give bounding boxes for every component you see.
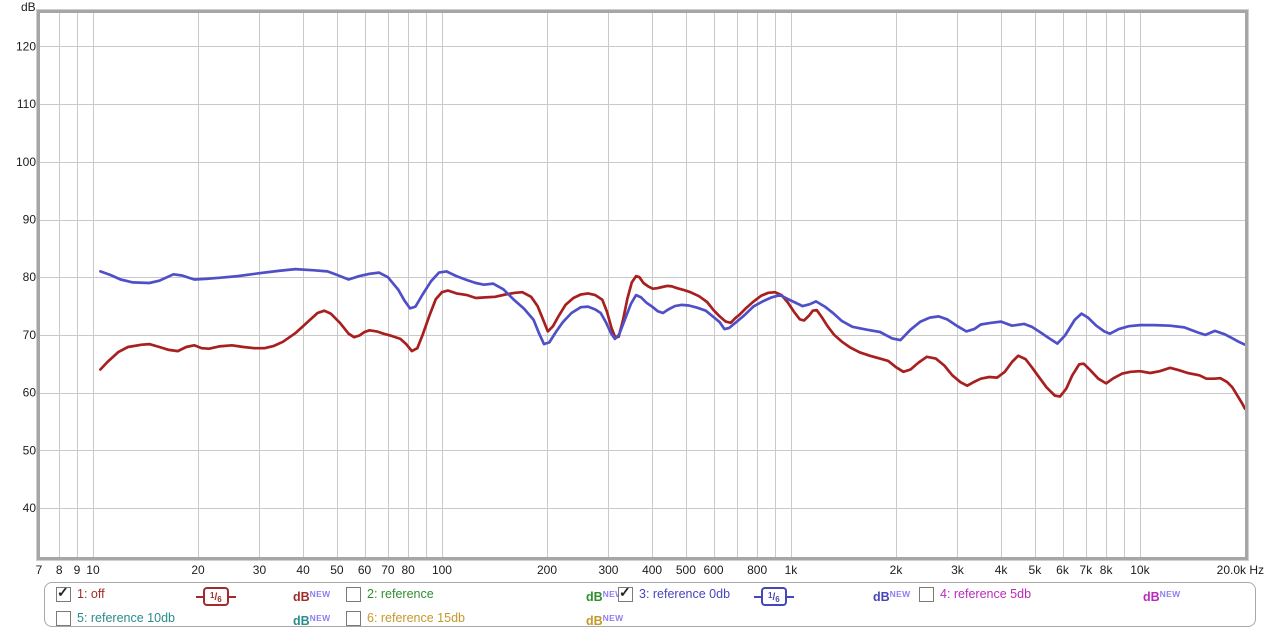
x-tick-label: 300 <box>598 563 618 577</box>
x-tick-label: 70 <box>381 563 395 577</box>
db-new-indicator-3: dBNEW <box>873 587 910 605</box>
smoothing-denominator: 6 <box>775 595 780 604</box>
legend-label-3[interactable]: 3: reference 0db <box>639 587 731 602</box>
x-tick-label: 5k <box>1029 563 1043 577</box>
x-tick-label: 7k <box>1080 563 1094 577</box>
legend-checkbox-4[interactable]: ✓ <box>919 587 934 603</box>
db-unit-label: dB <box>586 614 603 628</box>
legend-entry-5: ✓ 5: reference 10db <box>56 611 175 627</box>
db-unit-label: dB <box>586 590 603 604</box>
x-tick-label: 20.0k Hz <box>1217 563 1264 577</box>
new-flag: NEW <box>1159 589 1181 599</box>
legend-checkbox-6[interactable]: ✓ <box>346 611 361 627</box>
y-tick-label: 110 <box>17 97 36 111</box>
x-tick-label: 500 <box>676 563 696 577</box>
y-tick-label: 120 <box>16 39 36 53</box>
legend-label-6[interactable]: 6: reference 15db <box>367 611 465 626</box>
x-tick-label: 40 <box>296 563 310 577</box>
smoothing-numerator: 1 <box>768 591 773 600</box>
legend-label-2[interactable]: 2: reference <box>367 587 434 602</box>
curve-1-off <box>99 274 1247 411</box>
db-new-indicator-6: dBNEW <box>586 611 623 629</box>
legend-checkbox-1[interactable]: ✓ <box>56 584 71 603</box>
x-tick-label: 8 <box>56 563 63 577</box>
new-flag: NEW <box>309 589 331 599</box>
x-tick-label: 2k <box>890 563 904 577</box>
plot-border <box>37 10 1248 560</box>
x-tick-label: 60 <box>358 563 372 577</box>
new-flag: NEW <box>309 613 331 623</box>
x-tick-label: 10 <box>86 563 100 577</box>
y-tick-label: 90 <box>23 213 37 227</box>
db-unit-label: dB <box>1143 590 1160 604</box>
checkmark-icon: ✓ <box>619 584 631 601</box>
x-tick-label: 1k <box>785 563 799 577</box>
x-tick-label: 600 <box>704 563 724 577</box>
x-tick-label: 4k <box>995 563 1009 577</box>
x-tick-label: 8k <box>1100 563 1114 577</box>
db-unit-label: dB <box>873 590 890 604</box>
checkmark-icon: ✓ <box>57 584 69 601</box>
x-tick-label: 800 <box>747 563 767 577</box>
y-tick-label: 100 <box>16 155 36 169</box>
x-tick-label: 100 <box>432 563 452 577</box>
x-tick-label: 400 <box>642 563 662 577</box>
legend-entry-6: ✓ 6: reference 15db <box>346 611 465 627</box>
y-axis-title: dB <box>21 0 36 14</box>
db-new-indicator-4: dBNEW <box>1143 587 1180 605</box>
new-flag: NEW <box>602 613 624 623</box>
smoothing-badge-1: 1/6 <box>196 587 236 606</box>
legend-checkbox-3[interactable]: ✓ <box>618 584 633 603</box>
legend-checkbox-5[interactable]: ✓ <box>56 611 71 627</box>
y-axis-labels: 120 110 100 90 80 70 60 50 40 <box>16 39 36 515</box>
x-tick-label: 50 <box>330 563 344 577</box>
gridlines <box>40 13 1245 557</box>
curve-3-reference-0db <box>99 267 1247 347</box>
legend-label-1[interactable]: 1: off <box>77 587 105 602</box>
x-tick-label: 30 <box>253 563 267 577</box>
x-axis-labels: 7 8 9 10 20 30 40 50 60 70 80 100 200 300 400 500 600 800… <box>36 563 1264 577</box>
x-tick-label: 10k <box>1130 563 1150 577</box>
smoothing-numerator: 1 <box>210 591 215 600</box>
legend-entry-3: ✓ 3: reference 0db <box>618 584 731 603</box>
y-tick-label: 40 <box>23 501 37 515</box>
y-tick-label: 60 <box>23 386 37 400</box>
legend: ✓1: off 1/6 dBNEW ✓2: reference dBNEW ✓3… <box>44 582 1256 629</box>
x-tick-label: 20 <box>191 563 205 577</box>
x-tick-label: 6k <box>1056 563 1070 577</box>
x-tick-label: 7 <box>36 563 43 577</box>
y-tick-label: 50 <box>23 443 37 457</box>
y-tick-label: 70 <box>23 328 37 342</box>
smoothing-denominator: 6 <box>217 595 222 604</box>
x-tick-label: 200 <box>537 563 557 577</box>
legend-entry-1: ✓ 1: off <box>56 584 105 603</box>
new-flag: NEW <box>889 589 911 599</box>
plot-outer-border <box>36 9 1249 561</box>
smoothing-badge-3: 1/6 <box>754 587 794 606</box>
db-new-indicator-1: dBNEW <box>293 587 330 605</box>
legend-label-4[interactable]: 4: reference 5db <box>940 587 1032 602</box>
legend-checkbox-2[interactable]: ✓ <box>346 587 361 603</box>
db-new-indicator-5: dBNEW <box>293 611 330 629</box>
legend-entry-4: ✓ 4: reference 5db <box>919 587 1031 603</box>
x-tick-label: 9 <box>74 563 81 577</box>
new-flag: NEW <box>602 589 624 599</box>
legend-label-5[interactable]: 5: reference 10db <box>77 611 175 626</box>
y-tick-label: 80 <box>23 270 37 284</box>
db-new-indicator-2: dBNEW <box>586 587 623 605</box>
legend-entry-2: ✓ 2: reference <box>346 587 434 603</box>
x-tick-label: 3k <box>951 563 965 577</box>
db-unit-label: dB <box>293 590 310 604</box>
db-unit-label: dB <box>293 614 310 628</box>
x-tick-label: 80 <box>401 563 415 577</box>
